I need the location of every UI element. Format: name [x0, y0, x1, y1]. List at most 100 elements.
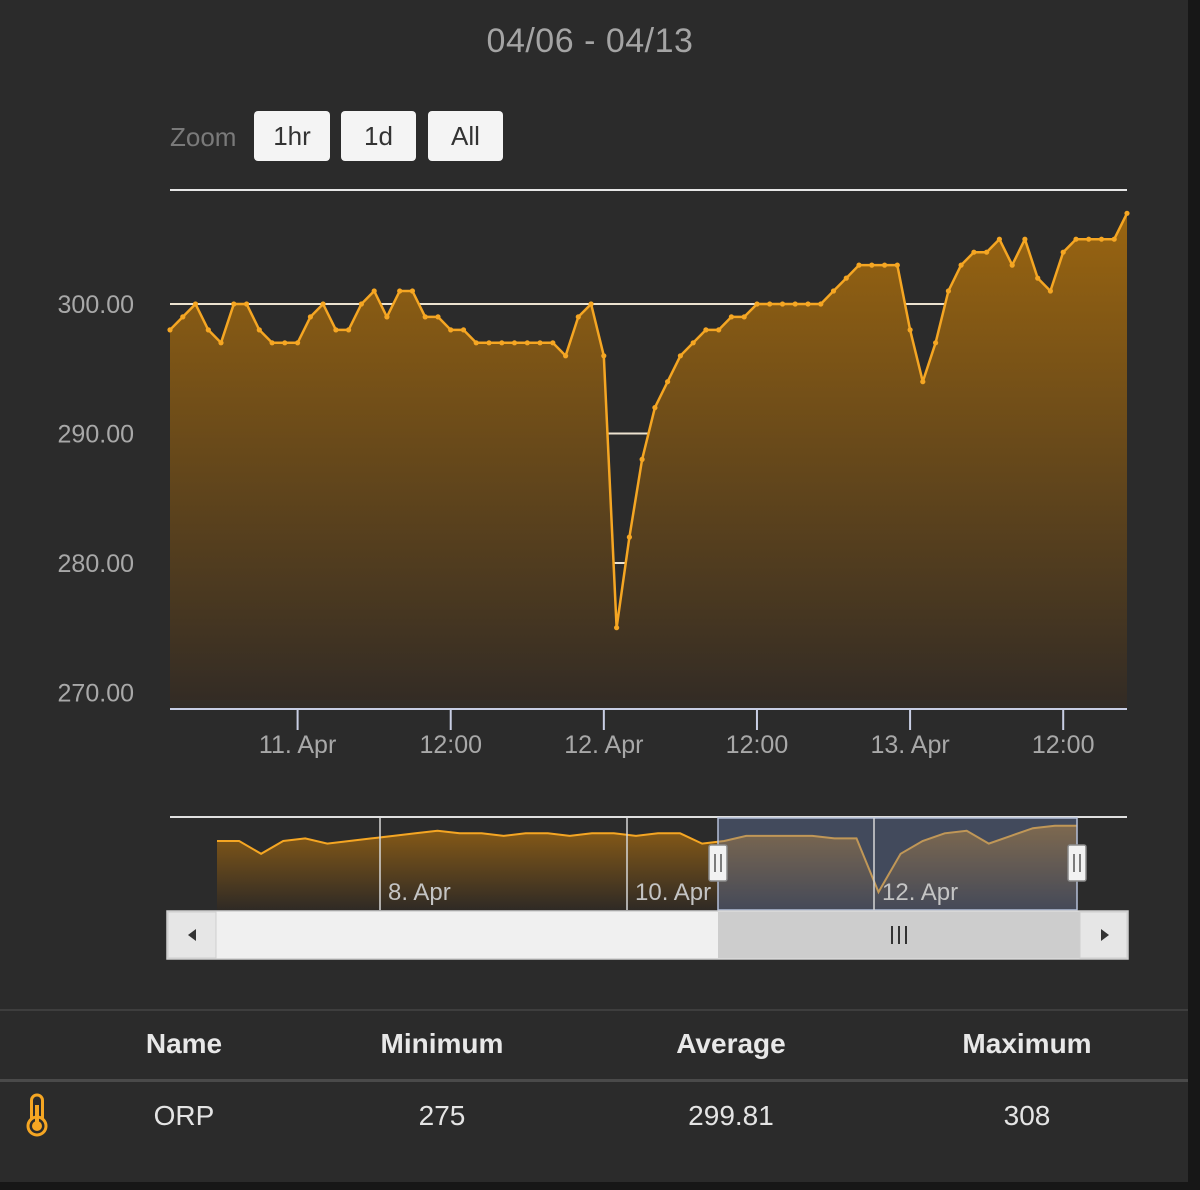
- data-point: [460, 327, 467, 333]
- data-point: [307, 314, 313, 320]
- navigator-label: 10. Apr: [635, 879, 711, 906]
- data-point: [920, 379, 926, 385]
- data-point: [218, 340, 224, 346]
- data-point: [397, 288, 403, 294]
- navigator-label: 8. Apr: [388, 879, 451, 906]
- zoom-1hr-button[interactable]: 1hr: [254, 111, 330, 161]
- data-point: [550, 340, 556, 346]
- data-point: [626, 534, 633, 540]
- x-tick-label: 12:00: [726, 731, 789, 759]
- y-tick-label: 290.00: [58, 420, 134, 448]
- data-point: [614, 625, 620, 631]
- column-header-maximum: Maximum: [962, 1028, 1092, 1059]
- data-point: [1035, 275, 1041, 281]
- column-header-minimum: Minimum: [380, 1028, 504, 1059]
- data-point: [192, 301, 199, 307]
- data-point: [996, 236, 1003, 242]
- data-point: [167, 327, 173, 333]
- data-point: [473, 340, 479, 346]
- data-point: [1060, 249, 1066, 255]
- row-maximum: 308: [1003, 1100, 1051, 1131]
- data-point: [933, 340, 939, 346]
- data-point: [371, 288, 377, 294]
- data-point: [843, 275, 849, 281]
- data-point: [588, 301, 594, 307]
- window-edge-bottom: [0, 1182, 1200, 1190]
- zoom-1d-button[interactable]: 1d: [341, 111, 416, 161]
- data-point: [728, 314, 735, 320]
- series-line: [169, 212, 1129, 629]
- data-point: [882, 262, 888, 268]
- x-tick-label: 12:00: [419, 731, 482, 759]
- x-tick-label: 12:00: [1032, 731, 1095, 759]
- zoom-label: Zoom: [170, 122, 237, 152]
- data-point: [639, 456, 645, 462]
- navigator-area: [217, 825, 1077, 910]
- data-point: [805, 301, 811, 307]
- column-header-average: Average: [676, 1028, 786, 1059]
- x-tick-label: 12. Apr: [564, 731, 643, 759]
- data-point: [856, 262, 862, 268]
- data-point: [282, 340, 288, 346]
- data-point: [1098, 236, 1105, 242]
- data-point: [958, 262, 964, 268]
- data-point: [767, 301, 773, 307]
- data-point: [256, 327, 262, 333]
- data-point: [320, 301, 326, 307]
- scrollbar-thumb[interactable]: [718, 912, 1080, 958]
- data-point: [1022, 236, 1028, 242]
- data-point: [754, 301, 760, 307]
- data-point: [601, 353, 607, 359]
- data-point: [830, 288, 837, 294]
- scroll-right-button[interactable]: [1079, 911, 1128, 959]
- navigator-label: 12. Apr: [882, 879, 958, 906]
- data-point: [818, 301, 824, 307]
- data-point: [205, 327, 211, 333]
- data-point: [563, 353, 569, 359]
- data-point: [537, 340, 543, 346]
- data-point: [1111, 236, 1117, 242]
- y-tick-label: 270.00: [58, 679, 134, 707]
- data-point: [448, 327, 454, 333]
- navigator-line: [217, 824, 1077, 895]
- data-point: [716, 327, 722, 333]
- navigator-selection[interactable]: [717, 817, 1078, 911]
- data-point: [792, 301, 798, 307]
- data-point: [907, 327, 913, 333]
- row-name: ORP: [153, 1100, 215, 1131]
- data-point: [971, 249, 977, 255]
- series-area-fill: [170, 213, 1127, 709]
- chart-title: 04/06 - 04/13: [486, 22, 694, 60]
- data-point: [1073, 236, 1079, 242]
- navigator-right-handle[interactable]: [1067, 844, 1087, 882]
- table-header-divider: [0, 1079, 1188, 1082]
- y-tick-label: 280.00: [58, 550, 134, 578]
- data-point: [244, 301, 250, 307]
- data-point: [894, 262, 900, 268]
- data-point: [384, 314, 390, 320]
- x-tick-label: 13. Apr: [870, 731, 949, 759]
- data-point: [869, 262, 875, 268]
- data-point: [575, 314, 581, 320]
- window-edge: [1188, 0, 1200, 1190]
- data-point: [422, 314, 428, 320]
- y-tick-label: 300.00: [58, 291, 134, 319]
- navigator-left-handle[interactable]: [708, 844, 728, 882]
- data-point: [358, 301, 364, 307]
- chart-area: 270.00 280.00 290.00 300.00 11. Apr 12:00 12. …: [58, 189, 1130, 960]
- data-point: [779, 301, 786, 307]
- data-point: [665, 379, 671, 385]
- data-point: [333, 327, 339, 333]
- data-point: [945, 288, 952, 294]
- data-point: [486, 340, 492, 346]
- data-point: [524, 340, 530, 346]
- zoom-all-button[interactable]: All: [428, 111, 503, 161]
- data-point: [435, 314, 441, 320]
- data-point: [346, 327, 352, 333]
- data-point: [1047, 288, 1053, 294]
- data-point: [984, 249, 990, 255]
- data-point: [499, 340, 505, 346]
- scroll-left-button[interactable]: [167, 911, 217, 959]
- thermometer-icon: [26, 1093, 48, 1137]
- data-point: [690, 340, 696, 346]
